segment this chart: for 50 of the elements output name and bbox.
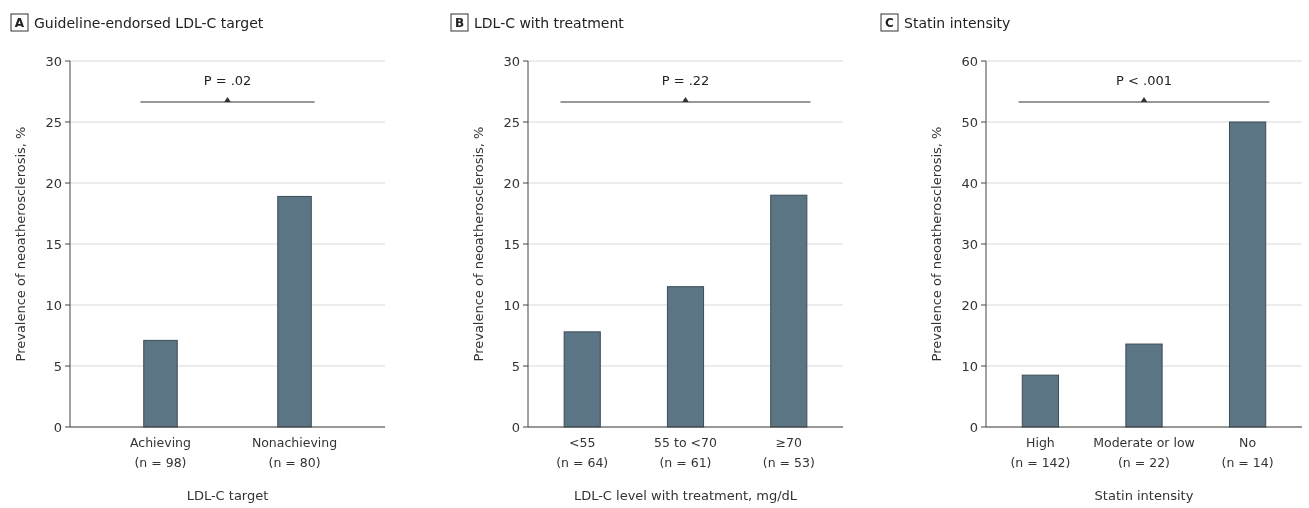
- y-tick-label: 5: [511, 358, 520, 374]
- y-axis-title: Prevalence of neoatherosclerosis, %: [471, 126, 486, 362]
- y-tick-label: 30: [503, 53, 520, 69]
- chart-title: LDL-C with treatment: [474, 15, 625, 31]
- y-tick-label: 25: [45, 114, 62, 130]
- text: C: [885, 16, 895, 30]
- annotation: P = .02: [203, 73, 252, 88]
- y-tick-label: 50: [961, 114, 978, 130]
- x-tick-label: ≥70 (n = 53): [762, 435, 815, 470]
- y-axis-title: Prevalence of neoatherosclerosis, %: [929, 126, 944, 362]
- x-tick-label: Moderate or low (n = 22): [1093, 435, 1195, 470]
- y-tick-label: 30: [961, 236, 978, 252]
- x-tick-label: <55 (n = 64): [556, 435, 609, 470]
- x-axis-title: LDL-C target: [186, 488, 269, 503]
- y-tick-label: 20: [961, 297, 978, 313]
- y-tick-label: 10: [961, 358, 978, 374]
- y-tick-label: 30: [45, 53, 62, 69]
- y-tick-label: 5: [53, 358, 62, 374]
- chart-title: Guideline-endorsed LDL-C target: [34, 15, 264, 31]
- y-tick-label: 10: [503, 297, 520, 313]
- y-tick-label: 10: [45, 297, 62, 313]
- x-axis-title: LDL-C level with treatment, mg/dL: [573, 488, 798, 503]
- y-tick-label: 0: [969, 419, 978, 435]
- annotation: P < .001: [1116, 73, 1172, 88]
- y-tick-label: 20: [503, 175, 520, 191]
- x-tick-label: Achieving (n = 98): [129, 435, 191, 470]
- text: A: [14, 16, 25, 30]
- y-tick-label: 20: [45, 175, 62, 191]
- x-tick-label: High (n = 142): [1010, 435, 1071, 470]
- y-tick-label: 60: [961, 53, 978, 69]
- y-tick-label: 40: [961, 175, 978, 191]
- y-tick-label: 15: [45, 236, 62, 252]
- x-axis-title: Statin intensity: [1094, 488, 1194, 503]
- x-tick-label: No (n = 14): [1221, 435, 1274, 470]
- bar: [1125, 343, 1163, 428]
- bar: [666, 286, 705, 428]
- y-tick-label: 25: [503, 114, 520, 130]
- bar: [563, 331, 601, 428]
- bar: [1021, 374, 1060, 428]
- y-axis-title: Prevalence of neoatherosclerosis, %: [13, 126, 28, 362]
- text: B: [454, 16, 465, 30]
- chart-title: Statin intensity: [904, 15, 1011, 31]
- y-tick-label: 15: [503, 236, 520, 252]
- y-tick-label: 0: [53, 419, 62, 435]
- bar: [770, 194, 808, 428]
- annotation: P = .22: [661, 73, 710, 88]
- x-tick-label: Nonachieving (n = 80): [251, 435, 338, 470]
- bar: [1228, 121, 1267, 428]
- y-tick-label: 0: [511, 419, 520, 435]
- x-tick-label: 55 to <70 (n = 61): [654, 435, 717, 470]
